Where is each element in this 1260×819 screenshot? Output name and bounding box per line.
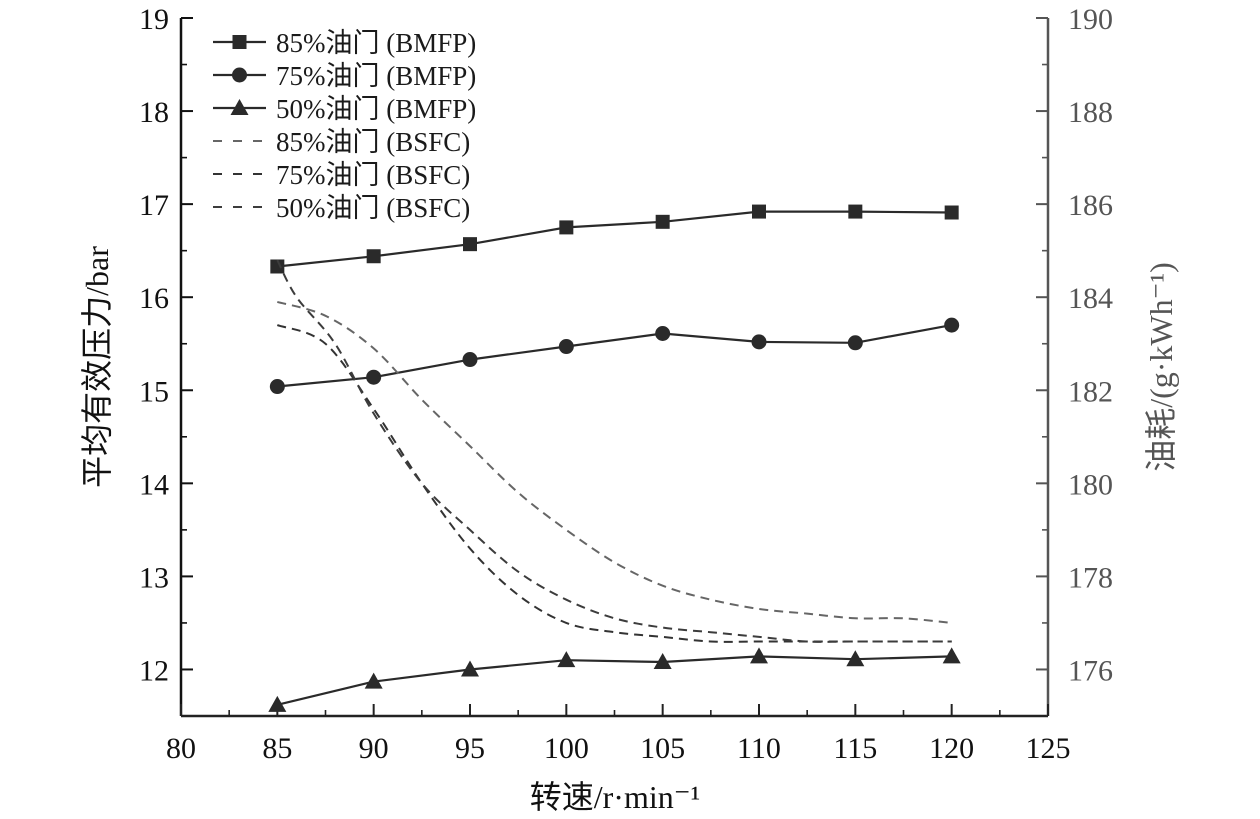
y-right-tick-label: 190 bbox=[1068, 3, 1113, 36]
data-point bbox=[366, 369, 382, 385]
series-layer bbox=[268, 204, 961, 712]
x-tick-label: 85 bbox=[262, 732, 292, 765]
data-point bbox=[461, 660, 479, 677]
legend-item: 85%油门 (BMFP) bbox=[213, 28, 476, 58]
series-line bbox=[277, 300, 952, 624]
legend-marker bbox=[232, 35, 247, 49]
y-left-tick-label: 15 bbox=[139, 375, 169, 408]
x-tick-label: 110 bbox=[737, 732, 781, 765]
legend-label: 75%油门 (BMFP) bbox=[276, 61, 476, 91]
x-tick-label: 115 bbox=[833, 732, 877, 765]
series-6 bbox=[276, 259, 952, 643]
data-point bbox=[558, 339, 574, 355]
legend-label: 50%油门 (BMFP) bbox=[276, 94, 476, 124]
y-axis-right-title: 油耗/(g·kWh⁻¹) bbox=[1143, 262, 1179, 472]
data-point bbox=[559, 220, 574, 235]
y-right-tick-label: 180 bbox=[1068, 468, 1113, 501]
data-point bbox=[847, 335, 863, 351]
legend-item: 75%油门 (BMFP) bbox=[213, 61, 476, 91]
x-tick-label: 80 bbox=[166, 732, 196, 765]
y-right-tick-label: 184 bbox=[1068, 282, 1113, 315]
data-point bbox=[848, 204, 863, 219]
data-point bbox=[750, 647, 768, 664]
data-point bbox=[270, 259, 285, 274]
y-left-tick-label: 12 bbox=[139, 654, 169, 687]
data-point bbox=[752, 204, 766, 219]
data-point bbox=[944, 317, 960, 333]
series-2 bbox=[269, 317, 960, 395]
series-line bbox=[277, 324, 952, 388]
data-point bbox=[751, 334, 767, 350]
x-axis-title: 转速/r·min⁻¹ bbox=[530, 779, 700, 815]
x-tick-label: 125 bbox=[1026, 732, 1071, 765]
series-line bbox=[277, 210, 952, 268]
y-left-tick-label: 16 bbox=[139, 282, 169, 315]
series-3 bbox=[268, 647, 961, 712]
x-tick-label: 105 bbox=[640, 732, 685, 765]
data-point bbox=[942, 647, 961, 664]
legend-item: 50%油门 (BSFC) bbox=[213, 193, 470, 223]
data-point bbox=[944, 205, 959, 220]
legend-marker bbox=[230, 99, 249, 115]
y-axis-left-title: 平均有效压力/bar bbox=[79, 246, 115, 488]
x-tick-label: 100 bbox=[544, 732, 589, 765]
data-point bbox=[463, 237, 477, 252]
legend-item: 50%油门 (BMFP) bbox=[213, 94, 476, 124]
y-left-tick-label: 18 bbox=[139, 96, 169, 129]
data-point bbox=[655, 214, 670, 229]
data-point bbox=[653, 653, 672, 670]
y-left-tick-label: 17 bbox=[139, 189, 169, 222]
y-left-tick-label: 13 bbox=[139, 561, 169, 594]
legend-label: 85%油门 (BSFC) bbox=[276, 127, 470, 157]
legend-item: 85%油门 (BSFC) bbox=[213, 127, 470, 157]
y-right-tick-label: 178 bbox=[1068, 561, 1113, 594]
data-point bbox=[655, 325, 671, 341]
y-right-tick-label: 186 bbox=[1068, 189, 1113, 222]
data-point bbox=[846, 650, 865, 667]
legend-label: 75%油门 (BSFC) bbox=[276, 160, 470, 190]
legend-item: 75%油门 (BSFC) bbox=[213, 160, 470, 190]
series-1 bbox=[270, 204, 959, 274]
y-right-tick-label: 188 bbox=[1068, 96, 1113, 129]
y-right-tick-label: 176 bbox=[1068, 654, 1113, 687]
y-right-tick-label: 182 bbox=[1068, 375, 1113, 408]
data-point bbox=[462, 352, 478, 368]
legend-label: 85%油门 (BMFP) bbox=[276, 28, 476, 58]
series-4 bbox=[277, 300, 952, 624]
data-point bbox=[366, 249, 381, 264]
data-point bbox=[268, 695, 287, 712]
legend-marker bbox=[232, 67, 247, 83]
data-point bbox=[364, 672, 383, 689]
x-tick-label: 120 bbox=[929, 732, 974, 765]
axes-layer: 80 85 90 95 100 105 110 115 120 125 12 13 14 15 16 17 18… bbox=[139, 3, 1113, 765]
series-line bbox=[277, 655, 952, 706]
legend: 85%油门 (BMFP)75%油门 (BMFP)50%油门 (BMFP)85%油… bbox=[213, 28, 476, 223]
x-tick-label: 95 bbox=[455, 732, 485, 765]
series-line bbox=[276, 259, 952, 643]
y-left-tick-label: 14 bbox=[139, 468, 169, 501]
data-point bbox=[269, 379, 285, 395]
y-left-tick-label: 19 bbox=[139, 3, 169, 36]
legend-label: 50%油门 (BSFC) bbox=[276, 193, 470, 223]
x-tick-label: 90 bbox=[359, 732, 389, 765]
data-point bbox=[557, 651, 576, 668]
